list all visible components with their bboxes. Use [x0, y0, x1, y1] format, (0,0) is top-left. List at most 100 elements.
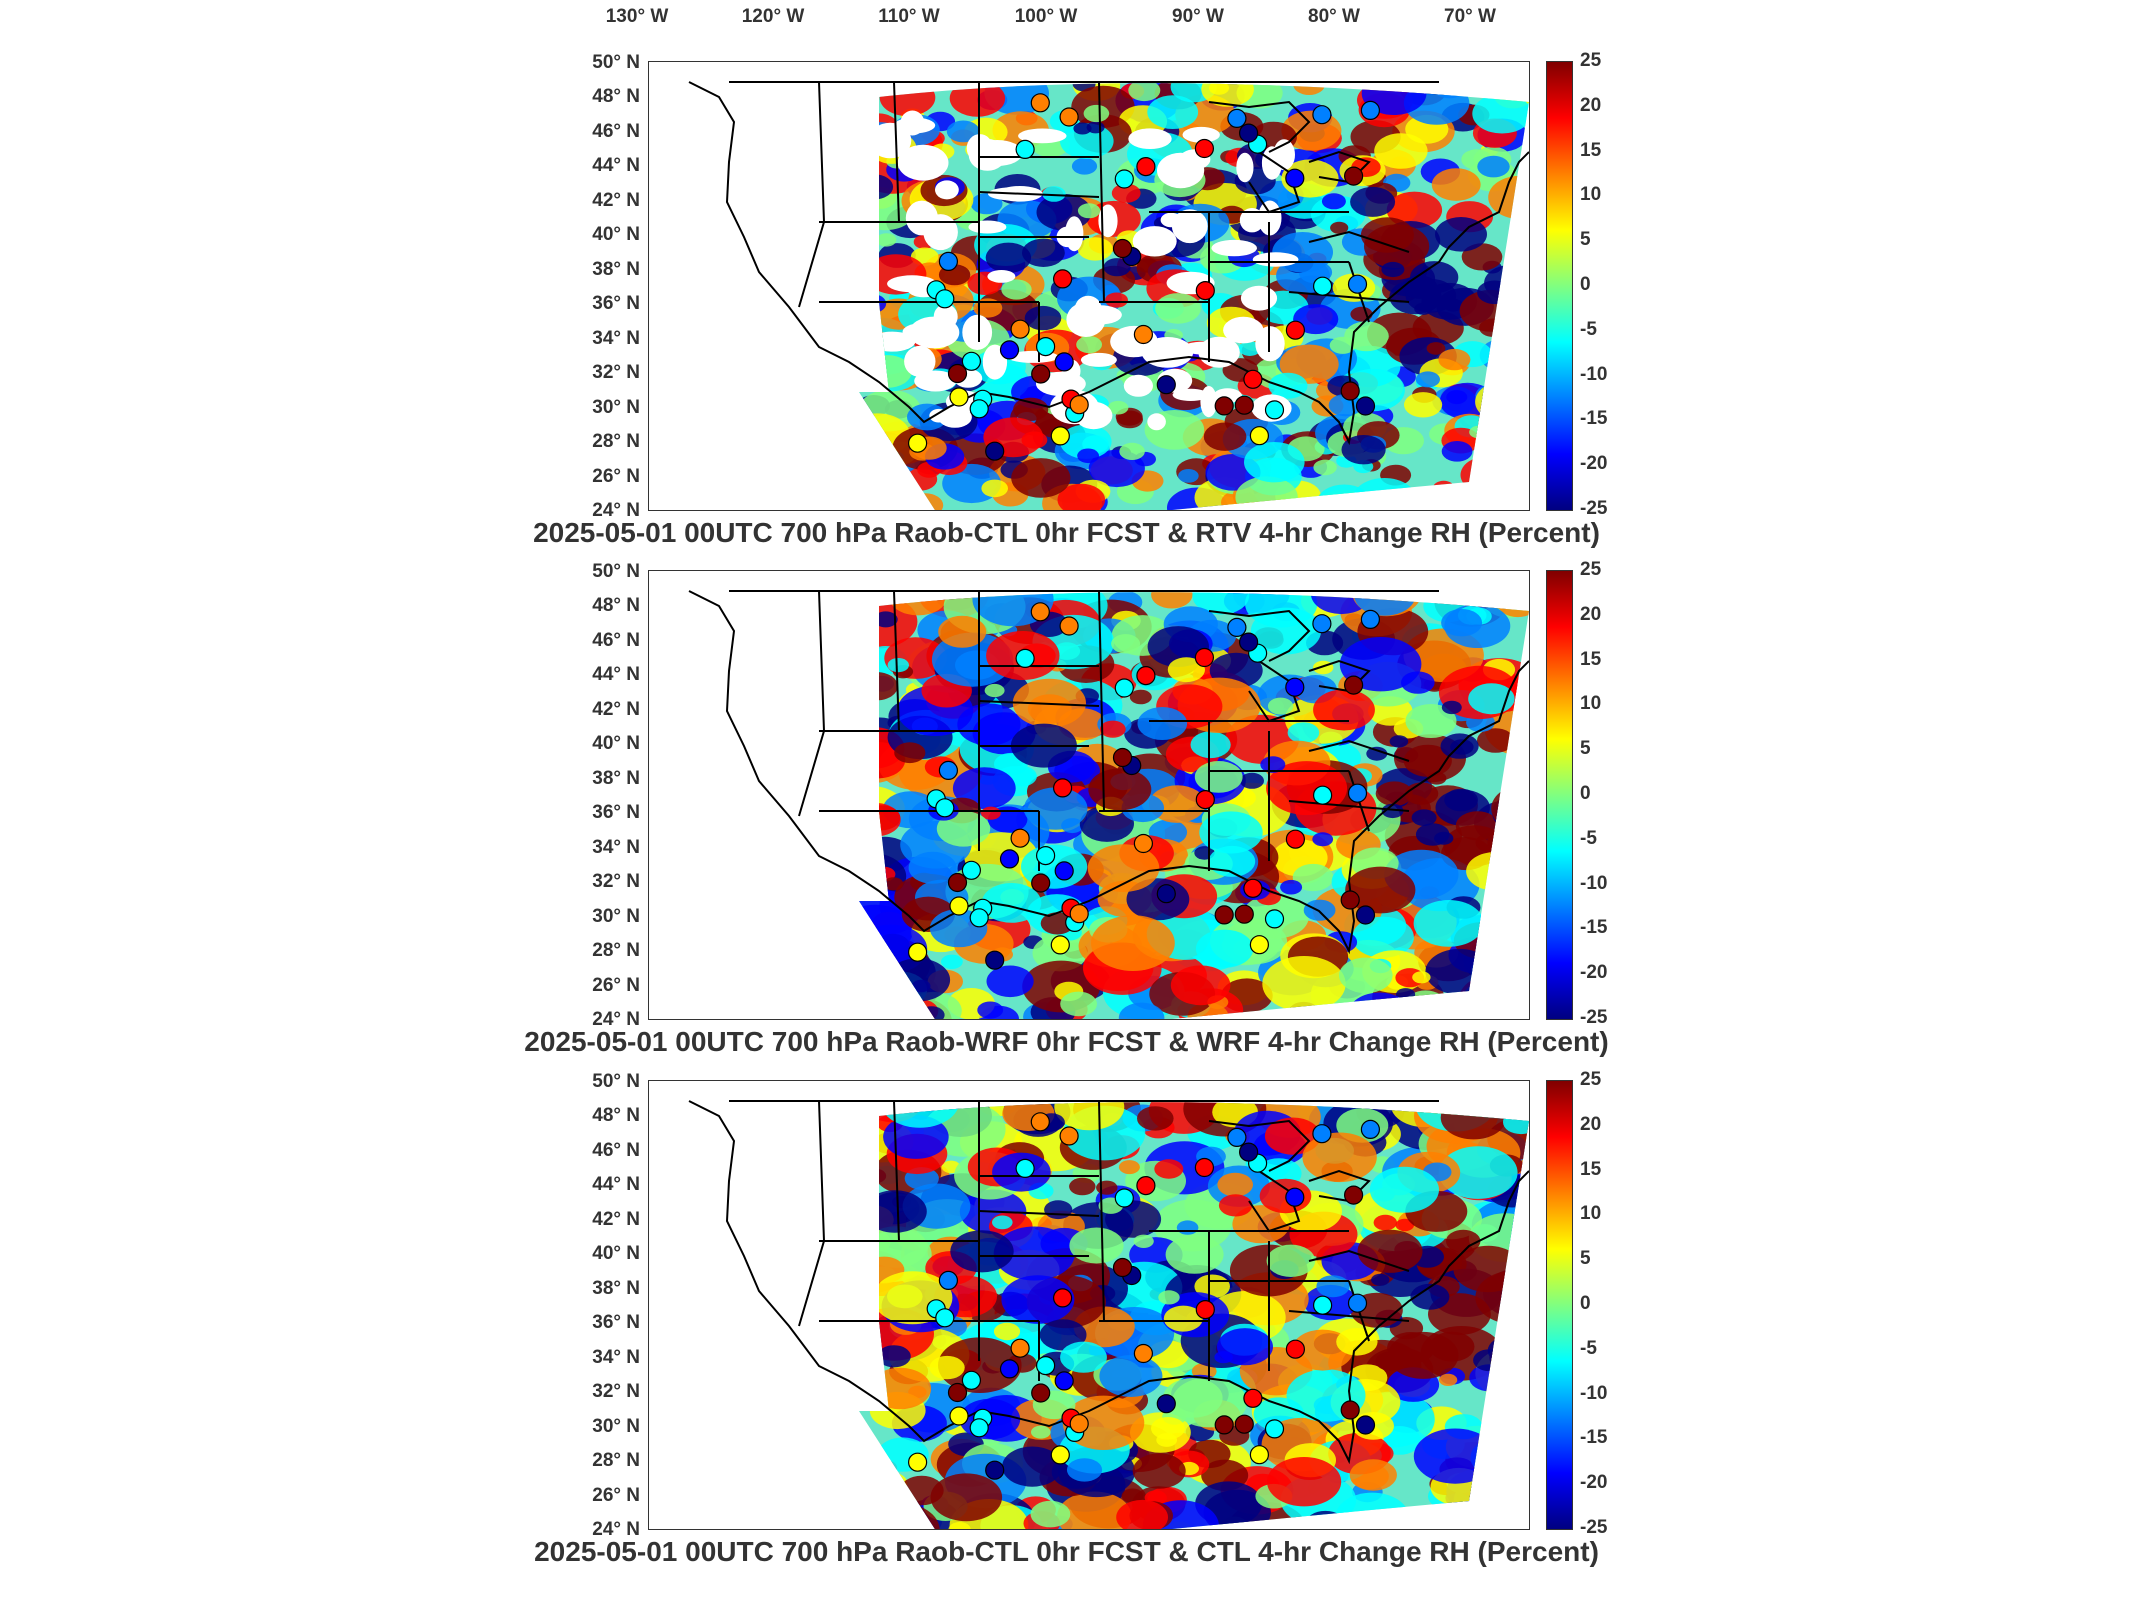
- panel-title: 2025-05-01 00UTC 700 hPa Raob-WRF 0hr FC…: [524, 1026, 1609, 1057]
- latitude-label: 42° N: [592, 1208, 640, 1230]
- raob-station-marker: [1156, 1394, 1176, 1414]
- colorbar-tick-label: 10: [1580, 184, 1602, 206]
- raob-station-marker: [908, 433, 928, 453]
- raob-station-marker: [1054, 1371, 1074, 1391]
- colorbar-tick-label: 5: [1580, 229, 1591, 251]
- colorbar-tick-label: 5: [1580, 738, 1591, 760]
- colorbar-tick-label: -20: [1580, 962, 1608, 984]
- latitude-label: 34° N: [592, 327, 640, 349]
- longitude-label: 70° W: [1444, 6, 1496, 27]
- latitude-label: 32° N: [592, 871, 640, 893]
- raob-station-marker: [908, 1452, 928, 1472]
- colorbar-tick-label: -25: [1580, 1517, 1608, 1538]
- colorbar-tick-label: 10: [1580, 693, 1602, 715]
- raob-station-marker: [1214, 905, 1234, 925]
- raob-station-marker: [1355, 396, 1376, 416]
- raob-station-marker: [949, 896, 969, 916]
- raob-station-marker: [1114, 678, 1134, 698]
- raob-station-marker: [999, 340, 1020, 360]
- raob-station-marker: [938, 1270, 958, 1290]
- raob-station-marker: [1343, 166, 1364, 186]
- latitude-label: 28° N: [592, 940, 640, 962]
- raob-station-marker: [938, 760, 958, 780]
- raob-station-marker: [1249, 1445, 1270, 1465]
- colorbar: [1546, 570, 1573, 1020]
- latitude-label: 26° N: [592, 465, 640, 487]
- rh-field: [859, 592, 1529, 1019]
- raob-station-marker: [1069, 1414, 1089, 1434]
- colorbar-tick-label: 0: [1580, 1293, 1591, 1314]
- colorbar-tick-label: -15: [1580, 408, 1608, 430]
- raob-station-marker: [1030, 1112, 1050, 1132]
- colorbar-tick-label: 15: [1580, 1158, 1602, 1180]
- colorbar-tick-label: 15: [1580, 139, 1602, 161]
- panel-title: 2025-05-01 00UTC 700 hPa Raob-CTL 0hr FC…: [533, 517, 1600, 548]
- raob-station-marker: [1243, 369, 1263, 389]
- colorbar-tick-label: 15: [1580, 648, 1602, 670]
- colorbar-tick-label: -15: [1580, 1427, 1608, 1449]
- raob-station-marker: [1195, 1300, 1215, 1320]
- raob-station-marker: [1227, 108, 1247, 129]
- latitude-label: 42° N: [592, 698, 640, 720]
- latitude-label: 36° N: [592, 1312, 640, 1334]
- raob-station-marker: [1227, 617, 1247, 638]
- latitude-label: 42° N: [592, 189, 640, 211]
- raob-station-marker: [1243, 878, 1263, 898]
- raob-station-marker: [961, 1370, 981, 1390]
- raob-station-marker: [1355, 905, 1376, 925]
- longitude-label: 110° W: [878, 6, 940, 27]
- latitude-label: 38° N: [592, 1277, 640, 1299]
- colorbar-tick-label: 25: [1580, 559, 1602, 580]
- raob-station-marker: [1249, 426, 1270, 446]
- raob-station-marker: [1214, 396, 1234, 416]
- colorbar-tick-label: 0: [1580, 274, 1591, 295]
- raob-station-marker: [1343, 675, 1364, 695]
- longitude-label: 120° W: [741, 6, 805, 27]
- raob-station-marker: [1112, 747, 1133, 768]
- raob-station-marker: [1214, 1415, 1234, 1435]
- raob-station-marker: [1234, 395, 1254, 415]
- colorbar: [1546, 61, 1573, 511]
- latitude-label: 28° N: [592, 431, 640, 453]
- raob-station-marker: [1015, 648, 1035, 669]
- raob-station-marker: [1112, 1257, 1133, 1278]
- raob-station-marker: [935, 798, 955, 818]
- raob-station-marker: [985, 441, 1005, 461]
- latitude-label: 38° N: [592, 258, 640, 280]
- raob-station-marker: [1360, 100, 1381, 121]
- raob-station-marker: [1050, 426, 1070, 446]
- latitude-label: 24° N: [592, 1009, 640, 1030]
- colorbar-tick-label: 20: [1580, 94, 1602, 116]
- raob-station-marker: [1312, 614, 1332, 634]
- raob-station-marker: [1030, 602, 1050, 622]
- raob-station-marker: [1133, 324, 1153, 345]
- rh-change-map: [648, 1080, 1530, 1530]
- raob-station-marker: [1238, 123, 1259, 143]
- raob-station-marker: [1136, 1175, 1156, 1196]
- colorbar-tick-label: 20: [1580, 1113, 1602, 1135]
- raob-station-marker: [935, 289, 955, 309]
- raob-station-marker: [1036, 1356, 1056, 1376]
- latitude-label: 50° N: [592, 52, 640, 73]
- rh-change-map: [648, 570, 1530, 1020]
- raob-station-marker: [908, 942, 928, 962]
- latitude-label: 40° N: [592, 224, 640, 246]
- raob-station-marker: [1312, 1124, 1332, 1144]
- colorbar-tick-label: 25: [1580, 50, 1602, 71]
- raob-station-marker: [1234, 904, 1254, 924]
- raob-station-marker: [969, 908, 989, 928]
- colorbar-tick-label: 25: [1580, 1069, 1602, 1090]
- raob-station-marker: [1234, 1414, 1254, 1434]
- raob-station-marker: [1347, 783, 1368, 803]
- colorbar-tick-label: 0: [1580, 783, 1591, 804]
- rh-change-map: [648, 61, 1530, 511]
- latitude-label: 34° N: [592, 836, 640, 858]
- raob-station-marker: [935, 1308, 955, 1328]
- latitude-label: 40° N: [592, 733, 640, 755]
- panel-title: 2025-05-01 00UTC 700 hPa Raob-CTL 0hr FC…: [534, 1536, 1599, 1567]
- colorbar-tick-label: -20: [1580, 1472, 1608, 1494]
- colorbar-tick-label: -5: [1580, 1337, 1597, 1359]
- raob-station-marker: [1031, 364, 1051, 384]
- raob-station-marker: [1054, 352, 1074, 372]
- colorbar-tick-label: -20: [1580, 453, 1608, 475]
